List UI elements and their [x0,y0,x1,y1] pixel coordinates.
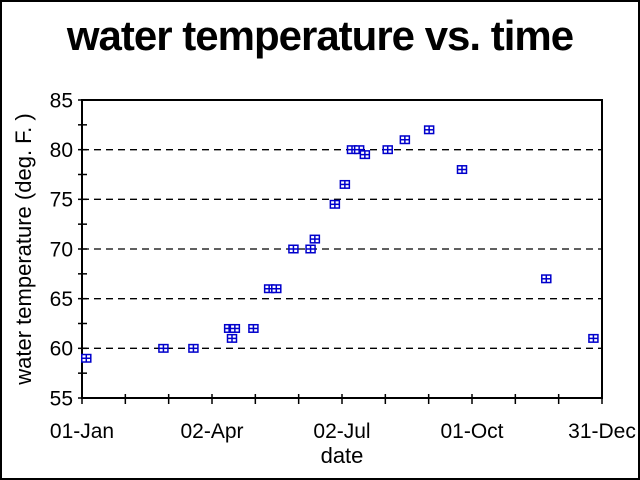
y-tick-label: 80 [50,139,73,162]
y-tick-label: 70 [50,238,73,261]
data-point-marker [456,165,468,175]
data-point-marker [339,179,351,189]
chart-title: water temperature vs. time [66,12,574,59]
x-tick-label: 01-Jan [50,420,114,443]
data-point-marker [423,125,435,135]
y-tick-label: 55 [50,387,73,410]
data-point-marker [248,323,259,333]
y-tick-label: 85 [50,89,73,112]
x-axis-title: date [320,443,364,468]
x-tick-label: 01-Oct [440,420,503,443]
data-point-marker [188,343,199,353]
data-point-marker [288,244,299,254]
y-tick-label: 60 [50,338,73,361]
y-tick-label: 75 [50,189,73,212]
data-point-marker [226,333,238,343]
data-point-marker [81,353,92,363]
data-point-marker [541,274,552,284]
data-point-marker [399,135,411,145]
data-point-marker [229,323,241,333]
data-point-marker [588,333,599,343]
data-point-marker [382,145,393,155]
data-point-marker [353,145,365,155]
data-point-marker [305,244,316,254]
y-tick-label: 65 [50,288,73,311]
data-point-marker [309,234,321,244]
x-tick-label: 02-Apr [180,420,243,443]
data-point-marker [359,150,371,160]
data-point-marker [271,284,282,294]
data-point-marker [329,199,341,209]
data-point-marker [158,343,169,353]
x-tick-label: 31-Dec [568,420,636,443]
x-tick-label: 02-Jul [313,420,370,443]
